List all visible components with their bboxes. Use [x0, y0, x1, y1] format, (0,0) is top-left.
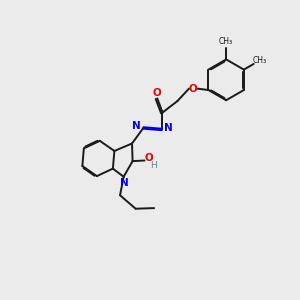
- Text: O: O: [152, 88, 161, 98]
- Text: CH₃: CH₃: [219, 37, 233, 46]
- Text: H: H: [150, 160, 157, 169]
- Text: CH₃: CH₃: [252, 56, 266, 65]
- Text: N: N: [120, 178, 129, 188]
- Text: O: O: [144, 153, 153, 163]
- Text: N: N: [164, 123, 173, 133]
- Text: N: N: [132, 122, 141, 131]
- Text: O: O: [189, 83, 197, 94]
